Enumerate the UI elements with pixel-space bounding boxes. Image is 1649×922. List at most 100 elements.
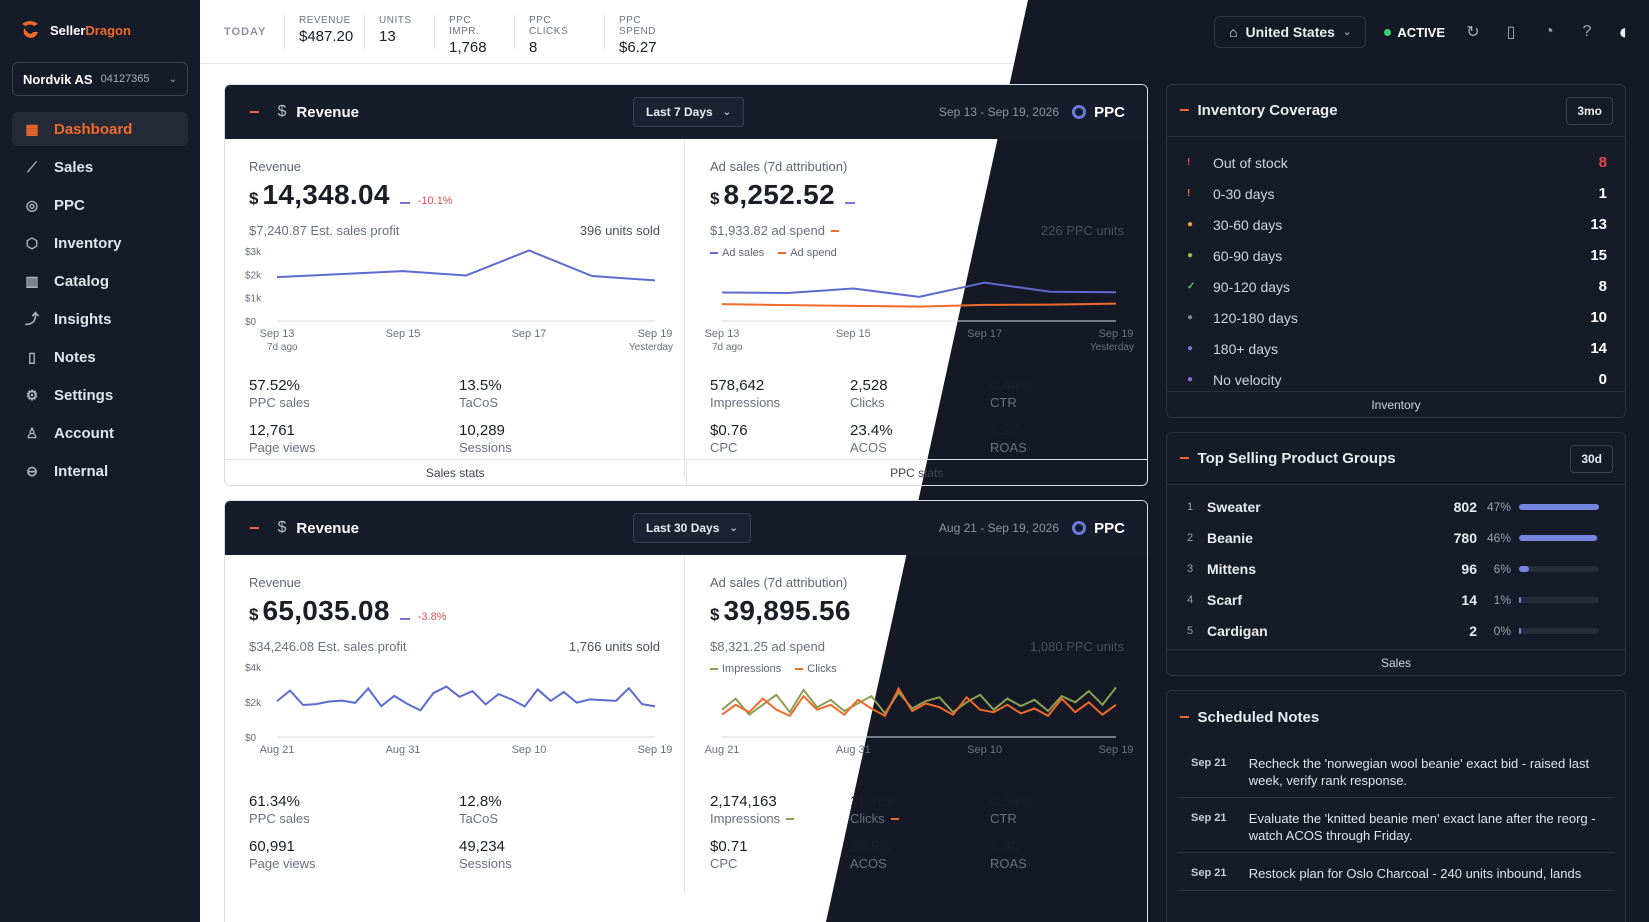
user-icon: ♙: [25, 424, 39, 441]
revenue-total: $65,035.08 -3.8%: [249, 595, 446, 628]
kpi-clicks: 11,769 Clicks: [850, 793, 990, 826]
theme-toggle-icon[interactable]: ◐: [1618, 19, 1632, 44]
inventory-bucket-label: No velocity: [1213, 371, 1282, 388]
kpi-value: 49,234: [459, 838, 505, 855]
sales-kpis: 61.34% PPC sales 12.8% TaCoS 60,991 Page view…: [249, 793, 679, 871]
sidebar-item-internal[interactable]: ⊖ Internal: [12, 454, 188, 488]
note-date: Sep 21: [1191, 867, 1227, 879]
collapse-icon[interactable]: −: [1179, 706, 1190, 727]
sidebar-item-notes[interactable]: ▯ Notes: [12, 340, 188, 374]
inventory-link[interactable]: Inventory: [1167, 391, 1625, 417]
sales-stats-link[interactable]: Sales stats: [225, 460, 687, 485]
series-marker: [399, 618, 410, 620]
collapse-icon[interactable]: −: [1179, 448, 1190, 468]
note-item[interactable]: Sep 21 Restock plan for Oslo Charcoal - 2…: [1177, 853, 1615, 891]
ppc-label: PPC: [1094, 103, 1125, 121]
today-label: TODAY: [224, 25, 267, 38]
sidebar-item-dashboard[interactable]: ▦ Dashboard: [12, 112, 188, 146]
inventory-row[interactable]: ! Out of stock 8: [1167, 147, 1625, 178]
stat-value: 13: [379, 27, 396, 45]
panel-title: Revenue: [296, 103, 359, 121]
revenue-value: 14,348.04: [262, 179, 390, 210]
panel-header: − $ Revenue Last 7 Days ⌄ Sep 13 - Sep 19, 20…: [225, 85, 1147, 139]
marketplace-selector[interactable]: ⌂ United States ⌄: [1214, 16, 1367, 48]
kpi-label-row: ACOS: [850, 440, 990, 455]
product-group-row[interactable]: 1 Sweater 802 47%: [1167, 491, 1625, 522]
collapse-icon[interactable]: −: [1179, 100, 1190, 120]
ppc-stats-link[interactable]: PPC stats: [890, 466, 944, 480]
note-text: Evaluate the 'knitted beanie men' exact …: [1248, 811, 1596, 843]
chevron-down-icon: ⌄: [168, 73, 177, 85]
kpi-label-row: ROAS: [990, 856, 1130, 871]
sales-link[interactable]: Sales: [1167, 649, 1625, 675]
kpi-label-row: Impressions: [710, 395, 850, 410]
y-tick-label: $1k: [245, 294, 262, 305]
today-stats: REVENUE $487.20 UNITS 13 PPC IMPR. 1,768 PPC C…: [284, 14, 684, 56]
today-stat: PPC SPEND $6.27: [604, 14, 684, 56]
panel-body: Revenue $14,348.04 -10.1% $7,240.87 Est. sa…: [225, 139, 1147, 477]
inventory-bucket-label: 60-90 days: [1213, 247, 1283, 264]
kpi-label: TaCoS: [459, 395, 499, 410]
product-group-row[interactable]: 2 Beanie 780 46%: [1167, 522, 1625, 553]
card-title: Scheduled Notes: [1197, 708, 1320, 726]
sidebar-item-sales[interactable]: ⟋ Sales: [12, 150, 188, 184]
ppc-units: 226 PPC units: [1040, 223, 1124, 238]
series-line-0: [276, 685, 656, 712]
y-tick-label: $3k: [245, 247, 262, 258]
sidebar-item-label: Account: [54, 424, 114, 442]
collapse-icon[interactable]: −: [249, 101, 260, 122]
inventory-row[interactable]: ● 60-90 days 15: [1167, 240, 1625, 271]
sidebar-item-settings[interactable]: ⚙ Settings: [12, 378, 188, 412]
ad-sales-total: $39,895.56: [710, 595, 851, 627]
period-selector[interactable]: 3mo: [1566, 96, 1613, 125]
inventory-row[interactable]: ✓ 90-120 days 8: [1167, 271, 1625, 302]
inventory-bucket-label: Out of stock: [1213, 154, 1288, 171]
inventory-bucket-count: 13: [1590, 216, 1607, 233]
kpi-roas: 4.80 ROAS: [990, 838, 1130, 871]
kpi-label: CPC: [710, 440, 738, 455]
product-group-row[interactable]: 4 Scarf 14 1%: [1167, 584, 1625, 615]
kpi-impressions: 2,174,163 Impressions: [710, 793, 850, 826]
sidebar-item-label: Settings: [54, 386, 114, 404]
check-icon: ✓: [1187, 281, 1196, 292]
x-tick-label: Sep 17: [967, 328, 1002, 340]
notebook-icon[interactable]: ▯: [1506, 24, 1516, 41]
collapse-icon[interactable]: −: [249, 517, 260, 538]
status-label: ACTIVE: [1397, 24, 1445, 40]
kpi-clicks: 2,528 Clicks: [850, 377, 990, 410]
date-range-dropdown[interactable]: Last 7 Days ⌄: [633, 97, 745, 127]
revenue-chart: $0 $1k $2k $3k Sep 13 Sep 15 Sep 17 Sep 19 7d ag…: [245, 247, 673, 353]
legend-swatch: [778, 252, 787, 255]
date-range-dropdown[interactable]: Last 30 Days ⌄: [633, 513, 751, 543]
x-tick-label: Sep 13: [705, 328, 740, 340]
chevron-down-icon: ⌄: [729, 522, 738, 534]
ppc-link[interactable]: PPC: [1072, 104, 1125, 121]
sidebar-item-inventory[interactable]: ⬡ Inventory: [12, 226, 188, 260]
inventory-row[interactable]: ● 180+ days 14: [1167, 333, 1625, 364]
ppc-link[interactable]: PPC: [1072, 520, 1125, 537]
account-switcher[interactable]: Nordvik AS 04127365 ⌄: [12, 62, 188, 96]
sidebar-item-ppc[interactable]: ◎ PPC: [12, 188, 188, 222]
period-selector[interactable]: 30d: [1570, 444, 1613, 473]
inventory-row[interactable]: ● 30-60 days 13: [1167, 209, 1625, 240]
revenue-chart: $0 $2k $4k Aug 21 Aug 31 Sep 10 Sep 19: [245, 663, 672, 756]
help-icon[interactable]: ?: [1582, 23, 1592, 40]
date-range-label: Last 30 Days: [646, 521, 720, 535]
status-dot-icon: ●: [1187, 250, 1194, 261]
sidebar-item-account[interactable]: ♙ Account: [12, 416, 188, 450]
product-group-row[interactable]: 5 Cardigan 2 0%: [1167, 615, 1625, 646]
kpi-label: PPC sales: [249, 811, 310, 826]
inventory-row[interactable]: ● 120-180 days 10: [1167, 302, 1625, 333]
refresh-icon[interactable]: ↻: [1466, 24, 1480, 41]
bell-icon[interactable]: ◔: [1544, 23, 1554, 40]
note-item[interactable]: Sep 21 Recheck the 'norwegian wool beanie…: [1177, 743, 1615, 798]
stat-label: REVENUE: [299, 14, 351, 26]
date-range-text: Sep 13 - Sep 19, 2026: [938, 105, 1059, 119]
sidebar-item-insights[interactable]: ⤴ Insights: [12, 302, 188, 336]
inventory-row[interactable]: ! 0-30 days 1: [1167, 178, 1625, 209]
ppc-kpis: 578,642 Impressions 2,528 Clicks 0.44% CTR $0.…: [710, 377, 1140, 455]
brand-logo[interactable]: SellerDragon: [12, 16, 188, 44]
product-group-row[interactable]: 3 Mittens 96 6%: [1167, 553, 1625, 584]
note-item[interactable]: Sep 21 Evaluate the 'knitted beanie men' …: [1177, 798, 1615, 853]
sidebar-item-catalog[interactable]: ▥ Catalog: [12, 264, 188, 298]
